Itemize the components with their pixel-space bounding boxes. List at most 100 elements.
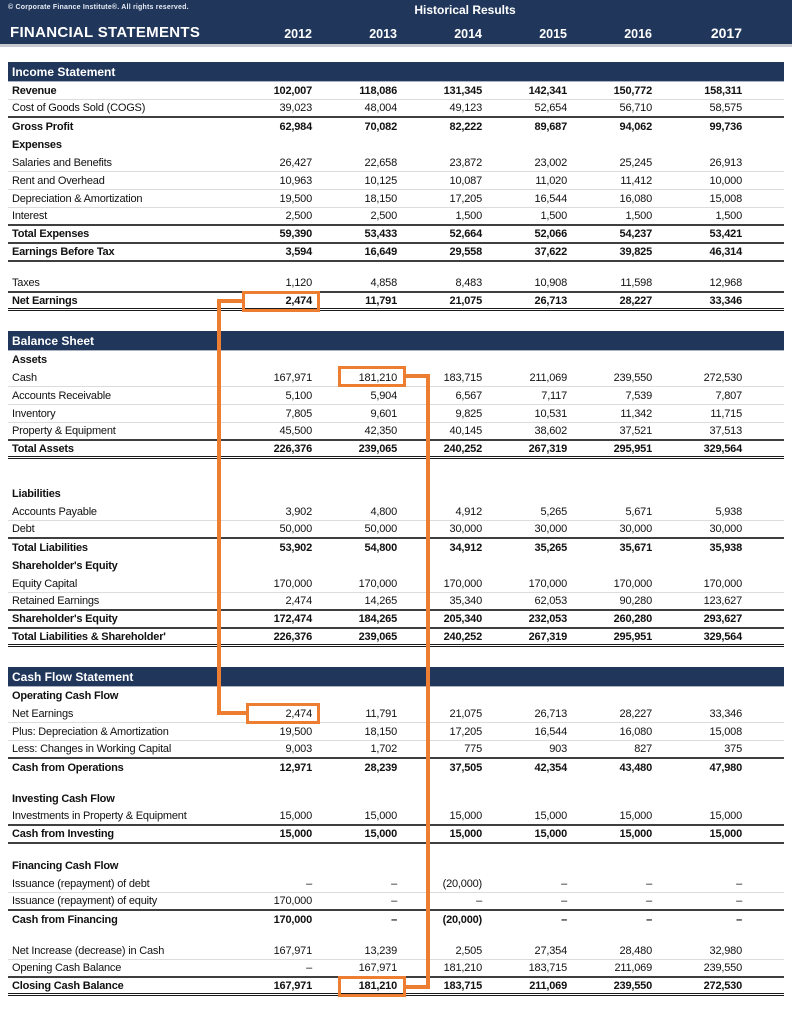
value-cell: 11,020	[535, 174, 567, 187]
value-cell: 293,627	[703, 613, 743, 625]
row-label: Issuance (repayment) of equity	[12, 895, 158, 907]
value-cell: 131,345	[443, 84, 483, 97]
income-statement-table: Revenue 102,007 118,086 131,345 142,341 150,7…	[8, 82, 784, 311]
value-cell: 37,622	[534, 246, 568, 258]
value-cell: 12,968	[709, 277, 743, 289]
table-row: Interest 2,500 2,500 1,500 1,500 1,500 1,500	[8, 208, 784, 226]
value-cell: 38,602	[534, 425, 568, 437]
value-cell: –	[306, 962, 312, 974]
year-column-header: 2017	[710, 25, 742, 41]
table-row: Expenses	[8, 136, 784, 154]
table-row: Taxes 1,120 4,858 8,483 10,908 11,598 12,968	[8, 275, 784, 293]
value-cell: 52,654	[534, 102, 568, 114]
value-cell: 26,713	[534, 294, 568, 307]
value-cell: 4,800	[370, 505, 397, 518]
value-cell: 272,530	[703, 371, 743, 384]
row-label: Property & Equipment	[12, 425, 116, 437]
value-cell: 28,239	[364, 762, 398, 774]
value-cell: 30,000	[709, 523, 743, 535]
top-header-bar: © Corporate Finance Institute®. All righ…	[0, 0, 792, 47]
value-cell: 167,971	[358, 962, 398, 974]
value-cell: 240,252	[443, 630, 483, 643]
value-cell: 5,938	[715, 505, 742, 518]
value-cell: 50,000	[364, 523, 398, 535]
row-label: Total Liabilities & Shareholder'	[12, 630, 166, 643]
value-cell: 10,000	[709, 174, 743, 187]
row-label: Shareholder's Equity	[12, 560, 118, 572]
value-cell: 142,341	[528, 84, 568, 97]
value-cell: 15,000	[619, 810, 653, 822]
highlight-box-balance-cash-2013	[338, 366, 406, 387]
highlight-box-cashflow-net-earnings-2012	[246, 703, 320, 724]
value-cell: 16,649	[364, 246, 398, 258]
row-label: Depreciation & Amortization	[12, 192, 143, 205]
value-cell: 239,065	[358, 442, 398, 455]
row-label: Cash from Operations	[12, 762, 124, 774]
value-cell: 170,000	[613, 577, 653, 590]
value-cell: 58,575	[709, 102, 743, 114]
value-cell: 239,550	[703, 962, 743, 974]
value-cell: 49,123	[449, 102, 483, 114]
table-row: Financing Cash Flow	[8, 857, 784, 875]
cash-flow-statement-table: Operating Cash Flow Net Earnings 2,474 11,7…	[8, 687, 784, 996]
value-cell: (20,000)	[442, 914, 483, 926]
row-label: Retained Earnings	[12, 595, 100, 607]
table-row: Cash from Operations 12,971 28,239 37,505 42…	[8, 759, 784, 777]
value-cell: 53,433	[364, 228, 398, 240]
table-row: Cash from Financing 170,000 – (20,000) – – –	[8, 911, 784, 929]
row-label: Plus: Depreciation & Amortization	[12, 725, 169, 738]
value-cell: 9,601	[370, 407, 397, 420]
table-row: Retained Earnings 2,474 14,265 35,340 62,053…	[8, 593, 784, 611]
value-cell: 272,530	[703, 979, 743, 992]
value-cell: 102,007	[273, 84, 313, 97]
value-cell: 1,702	[370, 743, 397, 755]
value-cell: 99,736	[709, 121, 743, 133]
row-label: Assets	[12, 354, 47, 366]
value-cell: 90,280	[619, 595, 653, 607]
row-label: Rent and Overhead	[12, 174, 105, 187]
value-cell: 167,971	[273, 371, 313, 384]
value-cell: –	[646, 914, 652, 926]
row-label: Accounts Receivable	[12, 389, 111, 402]
value-cell: 4,912	[455, 505, 482, 518]
value-cell: –	[736, 895, 742, 907]
value-cell: 15,000	[449, 810, 483, 822]
value-cell: 15,000	[364, 828, 398, 840]
cash-flow-statement-header: Cash Flow Statement	[8, 667, 784, 687]
value-cell: –	[391, 877, 397, 890]
value-cell: 15,000	[534, 810, 568, 822]
value-cell: 903	[549, 743, 567, 755]
value-cell: 53,902	[279, 542, 313, 554]
value-cell: 2,474	[285, 294, 312, 307]
row-label: Financing Cash Flow	[12, 860, 119, 872]
table-row: Plus: Depreciation & Amortization 19,500 1…	[8, 723, 784, 741]
table-row: Investing Cash Flow	[8, 790, 784, 808]
income-statement-section: Income Statement Revenue 102,007 118,086 13…	[8, 62, 784, 311]
table-row: Issuance (repayment) of debt – – (20,000) – –…	[8, 875, 784, 893]
value-cell: 17,205	[449, 725, 483, 738]
value-cell: 7,807	[715, 389, 742, 402]
value-cell: 15,008	[709, 725, 743, 738]
value-cell: 11,791	[365, 294, 397, 307]
value-cell: 11,342	[620, 407, 652, 420]
value-cell: 23,002	[534, 156, 568, 169]
value-cell: 16,080	[619, 725, 653, 738]
spacer-row	[8, 777, 784, 790]
value-cell: 5,265	[540, 505, 567, 518]
value-cell: 158,311	[704, 84, 742, 97]
value-cell: 170,000	[703, 577, 743, 590]
value-cell: 40,145	[449, 425, 483, 437]
value-cell: 183,715	[443, 979, 483, 992]
value-cell: 28,227	[619, 707, 653, 720]
value-cell: 170,000	[358, 577, 398, 590]
row-label: Net Earnings	[12, 294, 78, 307]
value-cell: 184,265	[358, 613, 398, 625]
value-cell: 19,500	[279, 725, 313, 738]
value-cell: 62,984	[279, 121, 313, 133]
value-cell: 181,210	[443, 962, 483, 974]
value-cell: 267,319	[528, 442, 568, 455]
value-cell: 170,000	[273, 895, 313, 907]
value-cell: 2,500	[285, 210, 312, 222]
value-cell: 170,000	[273, 914, 313, 926]
table-row: Total Liabilities 53,902 54,800 34,912 35,26…	[8, 539, 784, 557]
